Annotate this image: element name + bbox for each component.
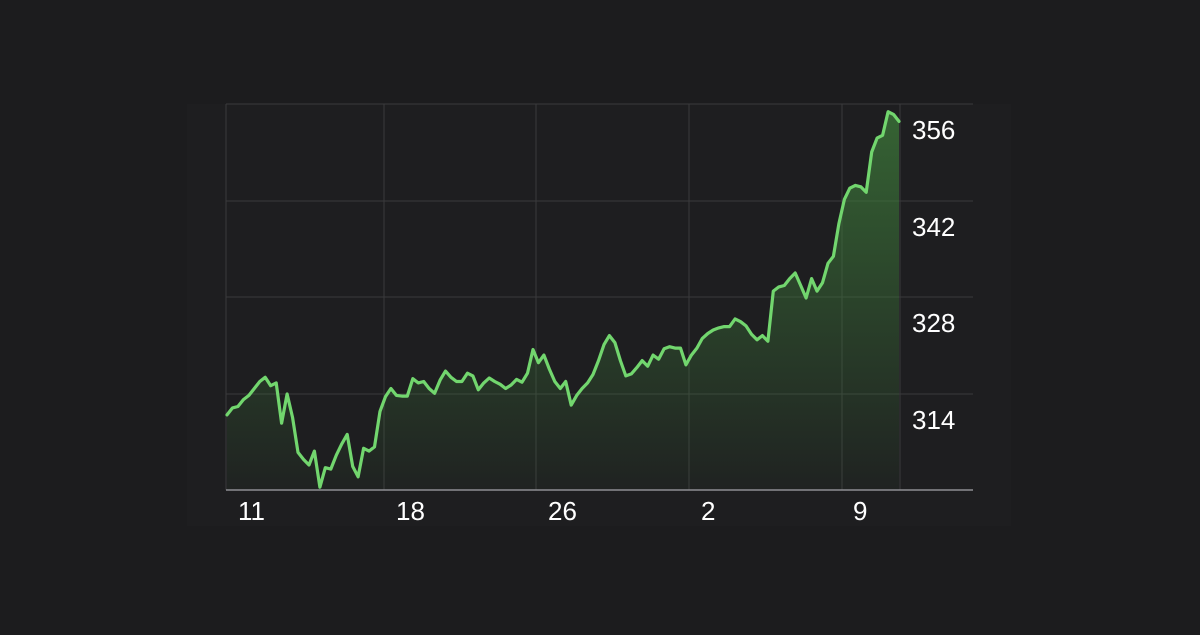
x-tick-label: 26 [548, 496, 577, 526]
x-axis-labels: 11 18 26 2 9 [238, 496, 867, 526]
price-line [225, 110, 901, 489]
x-tick-label: 9 [853, 496, 867, 526]
y-tick-label: 356 [912, 115, 955, 145]
y-tick-label: 342 [912, 212, 955, 242]
x-tick-label: 11 [238, 496, 265, 526]
x-tick-label: 18 [396, 496, 425, 526]
y-tick-label: 328 [912, 308, 955, 338]
x-tick-label: 2 [701, 496, 715, 526]
y-tick-label: 314 [912, 405, 955, 435]
y-axis-labels: 356 342 328 314 [912, 115, 955, 435]
